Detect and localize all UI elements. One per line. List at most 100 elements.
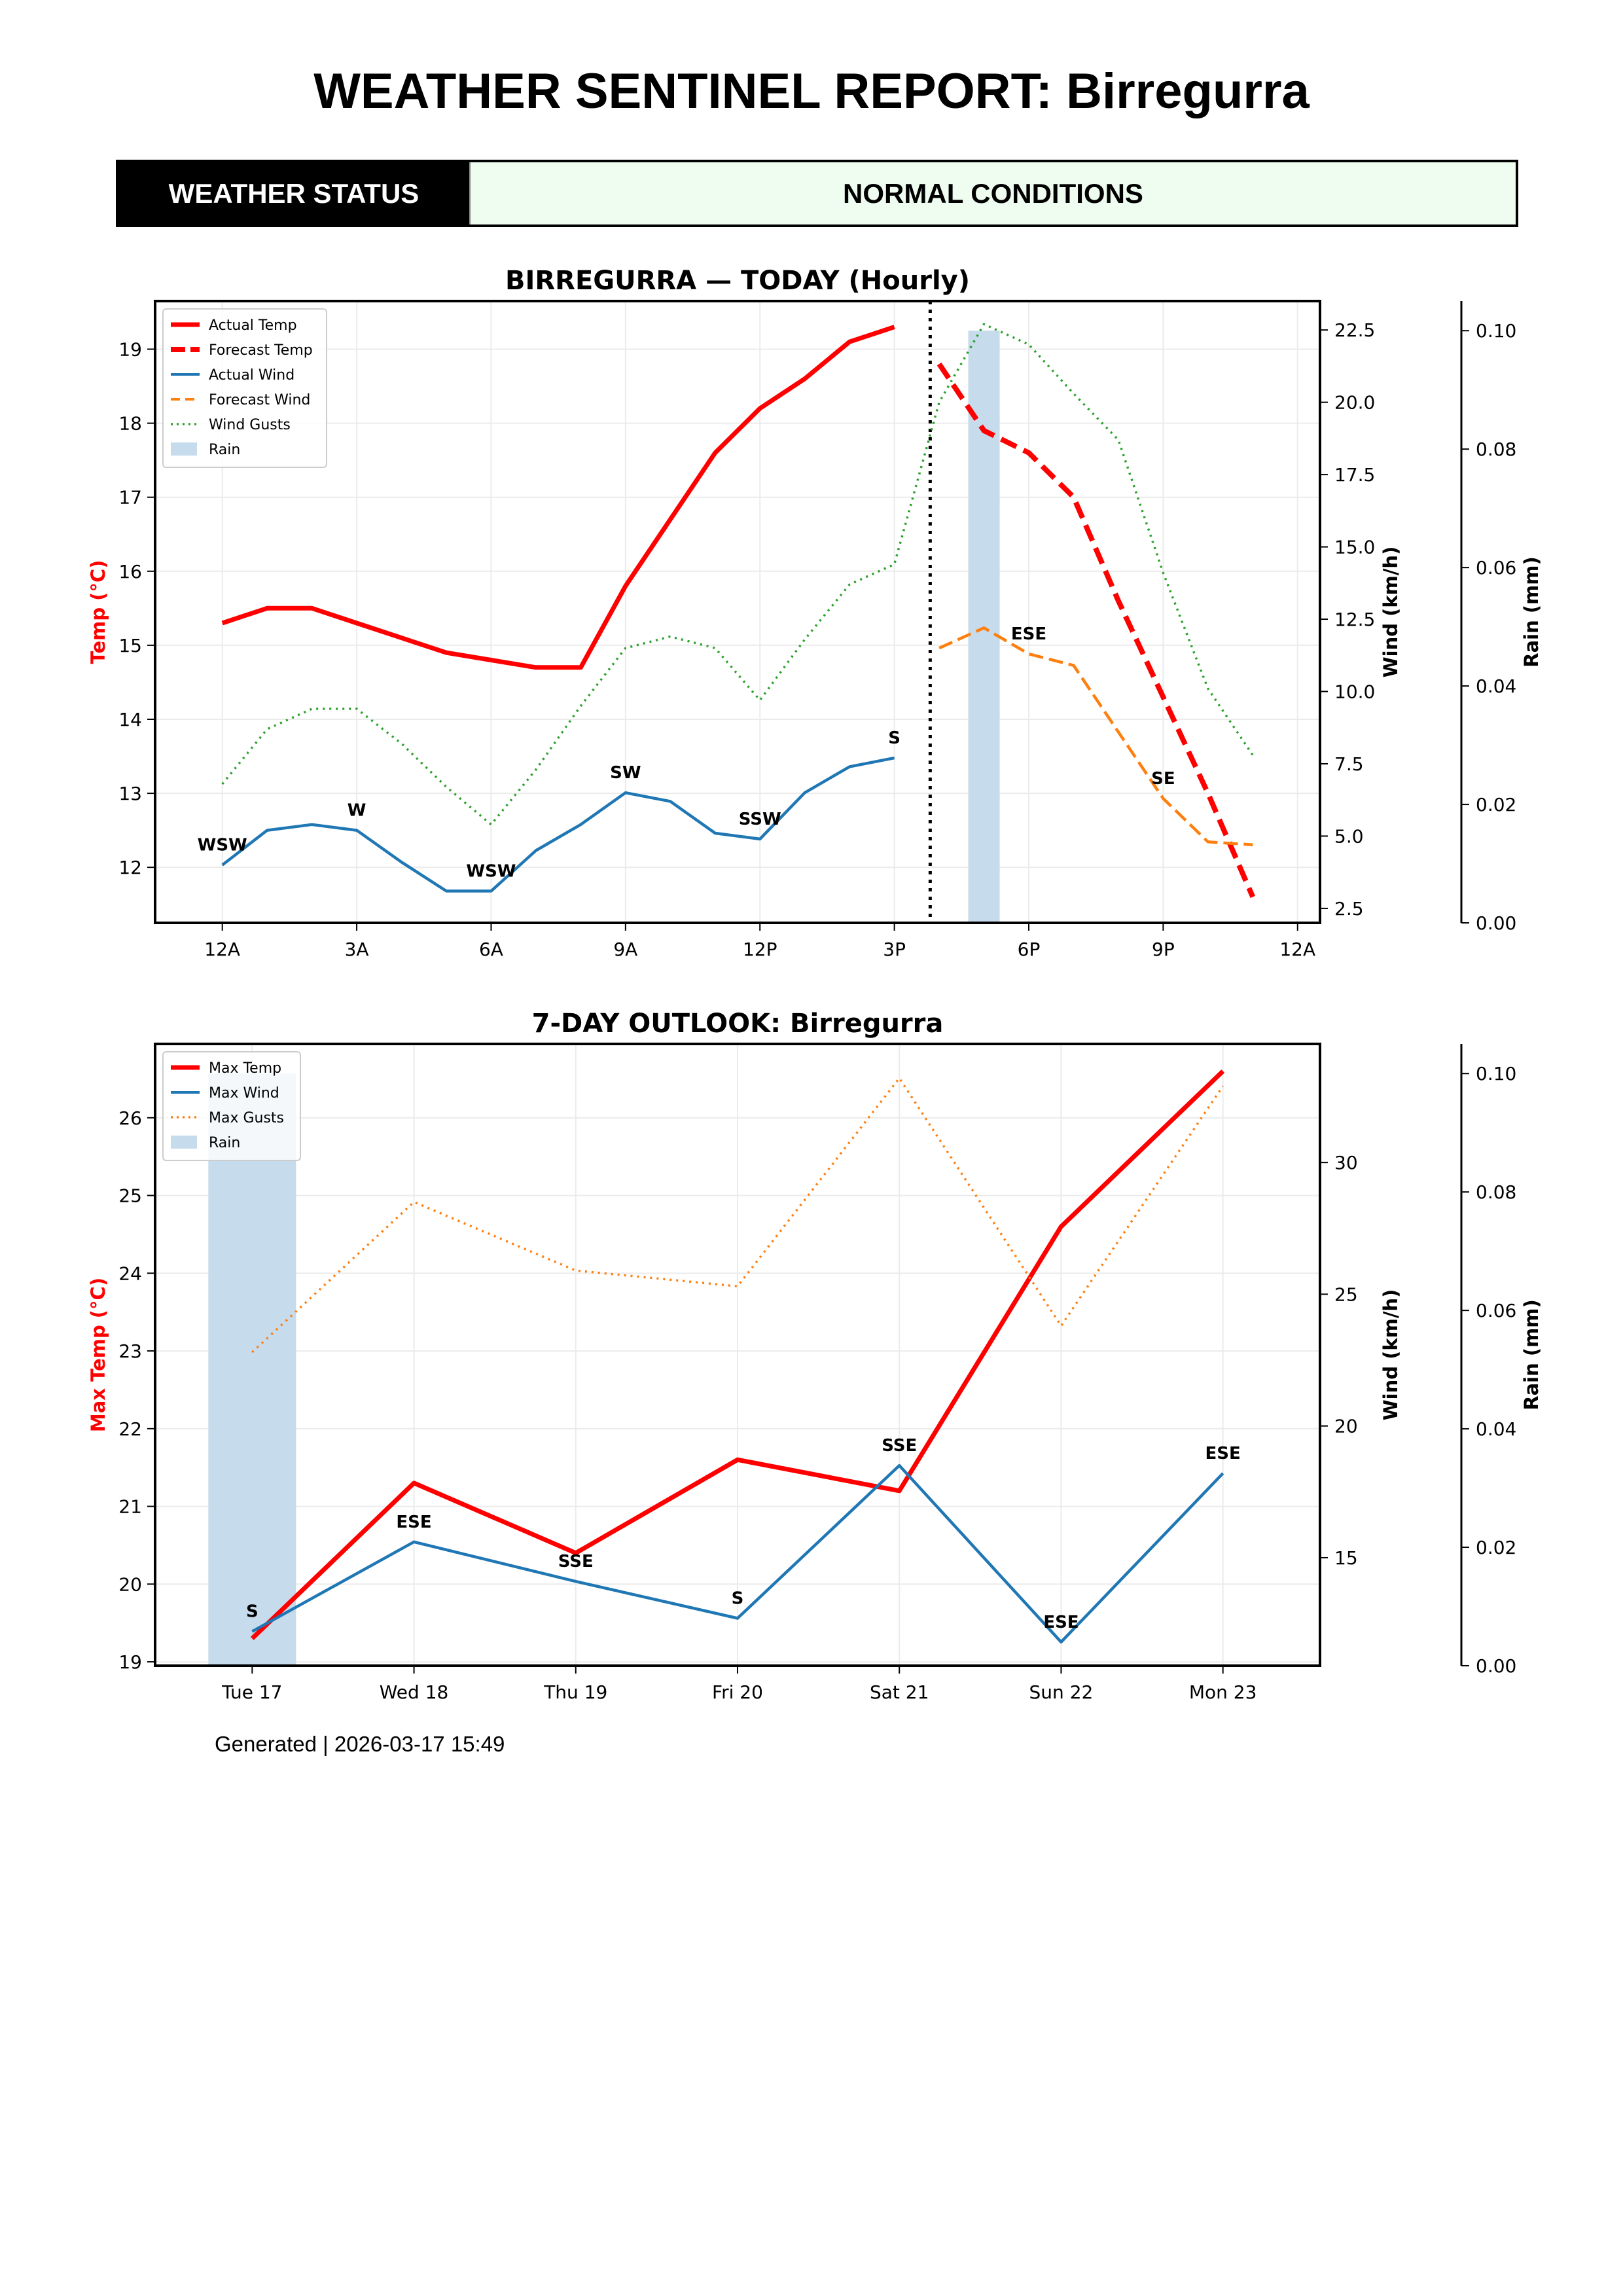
y2-tick-label: 30 <box>1334 1152 1358 1174</box>
y-tick-label: 23 <box>118 1340 142 1362</box>
chart-title: BIRREGURRA — TODAY (Hourly) <box>505 266 970 296</box>
y3-tick-label: 0.08 <box>1476 439 1516 460</box>
legend-label: Max Wind <box>209 1085 279 1102</box>
series-line-max-temp <box>250 1069 1225 1640</box>
legend-label: Forecast Temp <box>209 342 313 359</box>
wind-direction-label: S <box>888 728 901 748</box>
y-axis-label-wind: Wind (km/h) <box>1380 547 1402 678</box>
y-tick-label: 19 <box>118 1651 142 1673</box>
status-label: WEATHER STATUS <box>118 162 469 224</box>
x-tick-label: 6A <box>479 939 503 960</box>
wind-direction-label: ESE <box>396 1513 431 1532</box>
y-tick-label: 14 <box>118 709 142 730</box>
x-tick-label: Tue 17 <box>221 1681 282 1703</box>
plot-frame <box>154 300 1321 924</box>
x-tick-label: 3P <box>883 939 906 960</box>
legend-swatch <box>171 442 197 456</box>
y2-tick-label: 20 <box>1334 1416 1358 1437</box>
y3-tick-label: 0.02 <box>1476 794 1516 816</box>
y2-tick-label: 15 <box>1334 1547 1358 1569</box>
page-title: WEATHER SENTINEL REPORT: Birregurra <box>313 63 1310 119</box>
legend-label: Wind Gusts <box>209 417 291 433</box>
wind-direction-label: SSE <box>882 1436 917 1456</box>
y2-tick-label: 10.0 <box>1334 681 1375 703</box>
legend-label: Forecast Wind <box>209 392 310 408</box>
daily-outlook-chart: 7-DAY OUTLOOK: Birregurra S ESE SSE S SSE ESE E… <box>87 1009 1543 1703</box>
y-axis-label-temp: Temp (°C) <box>87 560 109 664</box>
y3-tick-label: 0.10 <box>1476 320 1516 342</box>
legend-label: Actual Wind <box>209 367 294 384</box>
y-tick-label: 19 <box>118 339 142 361</box>
x-tick-label: 12A <box>1279 939 1315 960</box>
x-tick-label: 3A <box>345 939 369 960</box>
wind-direction-label: S <box>246 1602 259 1622</box>
x-tick-label: Mon 23 <box>1189 1681 1257 1703</box>
y2-tick-label: 12.5 <box>1334 609 1375 630</box>
legend-label: Rain <box>209 442 240 458</box>
legend-box <box>162 1051 301 1161</box>
wind-direction-label: SSW <box>739 810 781 829</box>
y2-tick-label: 2.5 <box>1334 898 1364 920</box>
x-tick-label: 12P <box>743 939 777 960</box>
wind-direction-label: SE <box>1151 769 1175 789</box>
series-line-actual-temp <box>221 325 895 670</box>
y3-tick-label: 0.06 <box>1476 557 1516 579</box>
y-tick-label: 21 <box>118 1496 142 1518</box>
y2-tick-label: 15.0 <box>1334 537 1375 558</box>
x-tick-label: 9P <box>1152 939 1175 960</box>
x-tick-label: Fri 20 <box>712 1681 763 1703</box>
wind-direction-label: WSW <box>198 836 247 855</box>
legend-label: Rain <box>209 1135 240 1151</box>
y-tick-label: 16 <box>118 561 142 583</box>
series-line-max-wind <box>251 1463 1224 1644</box>
legend-box <box>162 308 327 468</box>
series-line-forecast-wind <box>938 626 1253 846</box>
y2-tick-label: 5.0 <box>1334 825 1364 847</box>
x-tick-label: Wed 18 <box>380 1681 449 1703</box>
y-tick-label: 17 <box>118 487 142 509</box>
y3-tick-label: 0.00 <box>1476 912 1516 934</box>
status-value: NORMAL CONDITIONS <box>469 162 1516 224</box>
y-axis-label-rain: Rain (mm) <box>1520 1299 1543 1410</box>
y-tick-label: 15 <box>118 635 142 656</box>
series-line-wind-gusts <box>221 323 1254 826</box>
y-tick-label: 12 <box>118 857 142 878</box>
rain-bar <box>208 1073 296 1666</box>
y3-tick-label: 0.02 <box>1476 1537 1516 1558</box>
wind-direction-label: W <box>348 801 366 821</box>
y-axis-label-temp: Max Temp (°C) <box>87 1278 109 1432</box>
wind-direction-label: S <box>732 1589 744 1609</box>
y-tick-label: 18 <box>118 413 142 435</box>
y-axis-label-rain: Rain (mm) <box>1520 556 1543 668</box>
y-tick-label: 20 <box>118 1573 142 1595</box>
y3-tick-label: 0.04 <box>1476 1418 1516 1440</box>
hourly-chart: BIRREGURRA — TODAY (Hourly) WSW W WSW SW SSW S… <box>87 266 1543 960</box>
y3-tick-label: 0.06 <box>1476 1300 1516 1321</box>
x-tick-label: 9A <box>613 939 637 960</box>
legend-label: Max Temp <box>209 1060 281 1077</box>
wind-direction-label: ESE <box>1043 1613 1079 1632</box>
wind-direction-label: WSW <box>466 861 516 881</box>
y2-tick-label: 25 <box>1334 1283 1358 1305</box>
y3-tick-label: 0.00 <box>1476 1655 1516 1677</box>
series-line-forecast-temp <box>936 362 1255 898</box>
x-tick-label: 6P <box>1018 939 1041 960</box>
wind-direction-label: ESE <box>1011 624 1046 644</box>
y-tick-label: 22 <box>118 1418 142 1440</box>
generated-footer: Generated | 2026-03-17 15:49 <box>215 1732 505 1756</box>
y-tick-label: 26 <box>118 1107 142 1129</box>
y2-tick-label: 17.5 <box>1334 464 1375 486</box>
chart-title: 7-DAY OUTLOOK: Birregurra <box>532 1009 944 1039</box>
y2-tick-label: 22.5 <box>1334 319 1375 341</box>
wind-direction-label: SW <box>610 763 641 783</box>
y-tick-label: 13 <box>118 783 142 804</box>
legend-swatch <box>171 1136 197 1149</box>
x-tick-label: Thu 19 <box>543 1681 607 1703</box>
wind-direction-label: SSE <box>558 1552 594 1571</box>
x-tick-label: Sat 21 <box>870 1681 929 1703</box>
y2-tick-label: 7.5 <box>1334 753 1364 775</box>
legend-label: Max Gusts <box>209 1110 284 1126</box>
legend-label: Actual Temp <box>209 317 297 334</box>
series-line-actual-wind <box>221 756 895 893</box>
y3-tick-label: 0.10 <box>1476 1063 1516 1085</box>
